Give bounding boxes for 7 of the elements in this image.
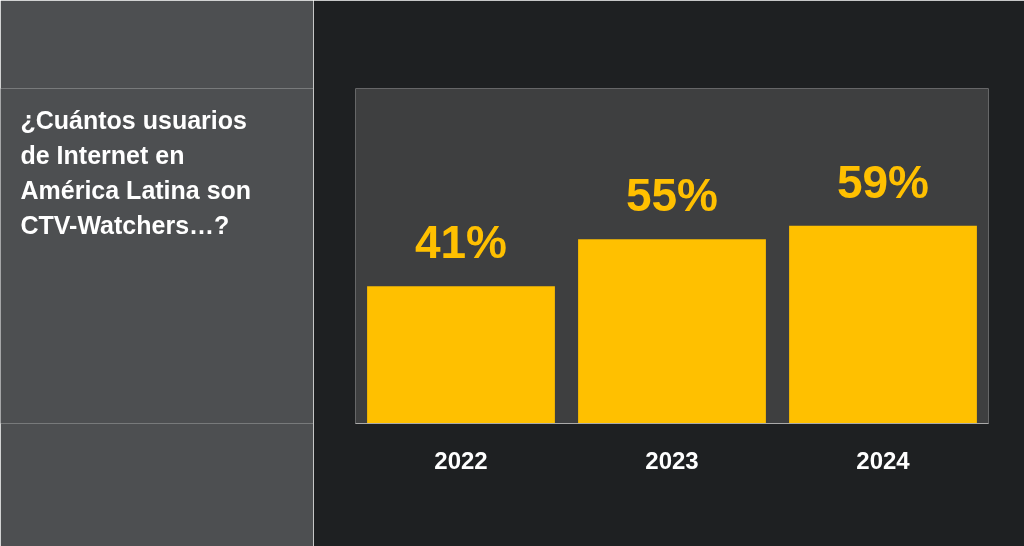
text: ¿Cuántos usuarios de Internet en América Latina son CTV-Watchers…? [20, 105, 252, 239]
data-label: 41% [414, 216, 508, 269]
data-label: 59% [836, 155, 930, 208]
data-label: 55% [625, 169, 719, 222]
x-tick-label: 2022 [434, 446, 488, 474]
x-tick-label: 2023 [645, 446, 699, 474]
x-tick-label: 2024 [856, 446, 911, 474]
